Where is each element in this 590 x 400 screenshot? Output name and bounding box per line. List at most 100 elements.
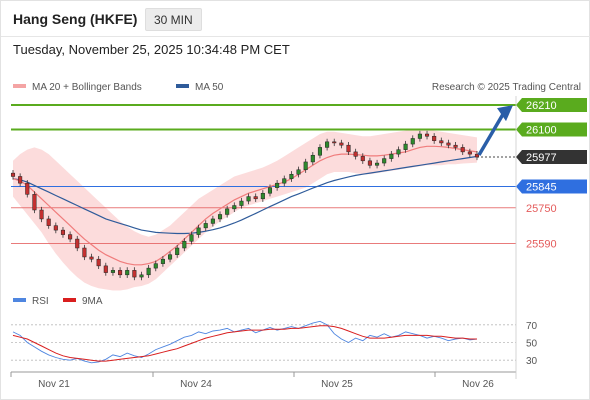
legend-swatch-main-1 — [176, 84, 189, 88]
candle-26 — [196, 227, 201, 235]
candle-13 — [103, 265, 108, 273]
x-label-2: Nov 25 — [321, 379, 353, 390]
candle-50 — [367, 160, 372, 166]
candle-38 — [282, 178, 287, 184]
rsi-series-9MA — [12, 325, 477, 362]
level-tag-bg-26100 — [516, 122, 587, 137]
candle-9 — [75, 238, 80, 249]
bollinger-band — [13, 128, 477, 291]
candle-51 — [375, 162, 380, 166]
legend-label-main-0: MA 20 + Bollinger Bands — [32, 82, 142, 93]
candle-21 — [160, 258, 165, 264]
candle-54 — [396, 149, 401, 155]
chart-header: Hang Seng (HKFE) 30 MIN — [1, 1, 590, 37]
candle-28 — [210, 218, 215, 224]
candle-44 — [325, 141, 330, 148]
candle-47 — [346, 144, 351, 153]
candle-37 — [275, 182, 280, 188]
level-tag-25977: 25977 — [526, 152, 557, 164]
candle-6 — [53, 225, 58, 231]
candle-5 — [46, 218, 51, 226]
level-tag-25845: 25845 — [526, 182, 557, 194]
candle-25 — [189, 234, 194, 242]
x-label-0: Nov 21 — [38, 379, 70, 390]
candle-10 — [82, 247, 87, 258]
legend-swatch-rsi-0 — [13, 298, 26, 302]
candle-57 — [417, 133, 422, 139]
candle-8 — [68, 234, 73, 240]
candle-30 — [225, 208, 230, 215]
candle-29 — [217, 214, 223, 220]
x-label-1: Nov 24 — [180, 379, 212, 390]
candle-12 — [96, 258, 101, 267]
candle-11 — [89, 256, 94, 260]
candle-39 — [289, 173, 294, 179]
candle-43 — [317, 147, 322, 156]
legend-swatch-rsi-1 — [63, 298, 76, 302]
legend-label-rsi-0: RSI — [32, 296, 49, 307]
timestamp: Tuesday, November 25, 2025 10:34:48 PM C… — [13, 42, 290, 57]
candle-27 — [203, 223, 208, 229]
legend-label-rsi-1: 9MA — [82, 296, 103, 307]
candle-17 — [132, 270, 137, 278]
forecast-arrow-shaft — [477, 113, 505, 156]
candle-64 — [467, 151, 472, 155]
legend-label-main-1: MA 50 — [195, 82, 224, 93]
candle-58 — [424, 133, 430, 137]
rsi-tick-50: 50 — [526, 339, 538, 350]
candle-23 — [175, 247, 180, 255]
x-label-3: Nov 26 — [462, 379, 494, 390]
candle-36 — [267, 187, 273, 194]
rsi-tick-70: 70 — [526, 321, 538, 332]
candle-45 — [332, 141, 337, 144]
legend-swatch-main-0 — [13, 84, 26, 88]
forecast-arrow-head — [497, 105, 513, 122]
candle-2 — [25, 182, 30, 195]
rsi-tick-30: 30 — [526, 356, 538, 367]
candle-63 — [460, 147, 465, 153]
interval-button[interactable]: 30 MIN — [145, 8, 202, 31]
level-tag-bg-25845 — [516, 179, 587, 194]
candle-14 — [110, 270, 115, 273]
candle-52 — [382, 158, 387, 164]
candle-22 — [168, 254, 173, 260]
level-tag-bg-26210 — [516, 97, 587, 112]
candle-7 — [60, 229, 66, 235]
candle-33 — [246, 196, 251, 202]
level-tag-25590: 25590 — [526, 239, 557, 251]
candle-15 — [118, 270, 123, 276]
candle-31 — [232, 205, 237, 210]
level-tag-bg-25977 — [516, 150, 587, 165]
candle-4 — [39, 209, 44, 220]
rsi-series-RSI — [12, 320, 478, 364]
candle-41 — [303, 161, 308, 171]
candle-56 — [410, 138, 415, 145]
candle-61 — [446, 142, 451, 146]
candle-19 — [146, 267, 151, 276]
level-tag-26100: 26100 — [526, 125, 557, 137]
level-tag-26210: 26210 — [526, 100, 557, 112]
candle-55 — [403, 143, 408, 150]
research-credit: Research © 2025 Trading Central — [432, 82, 581, 93]
candle-48 — [353, 151, 358, 157]
candle-62 — [453, 144, 458, 148]
candle-60 — [439, 140, 444, 144]
candle-20 — [153, 263, 158, 269]
candle-35 — [260, 192, 265, 200]
candle-40 — [296, 169, 301, 175]
instrument-title: Hang Seng (HKFE) — [13, 11, 138, 27]
candle-34 — [253, 196, 258, 200]
candle-16 — [125, 270, 130, 276]
candle-53 — [389, 153, 394, 159]
candle-49 — [360, 156, 365, 162]
candle-32 — [239, 200, 244, 206]
candle-42 — [310, 154, 315, 163]
candle-0 — [10, 172, 16, 177]
candle-3 — [32, 194, 37, 211]
ma50-line — [12, 155, 478, 235]
level-tag-25750: 25750 — [526, 203, 557, 215]
candle-24 — [182, 241, 187, 249]
candle-1 — [18, 176, 23, 184]
